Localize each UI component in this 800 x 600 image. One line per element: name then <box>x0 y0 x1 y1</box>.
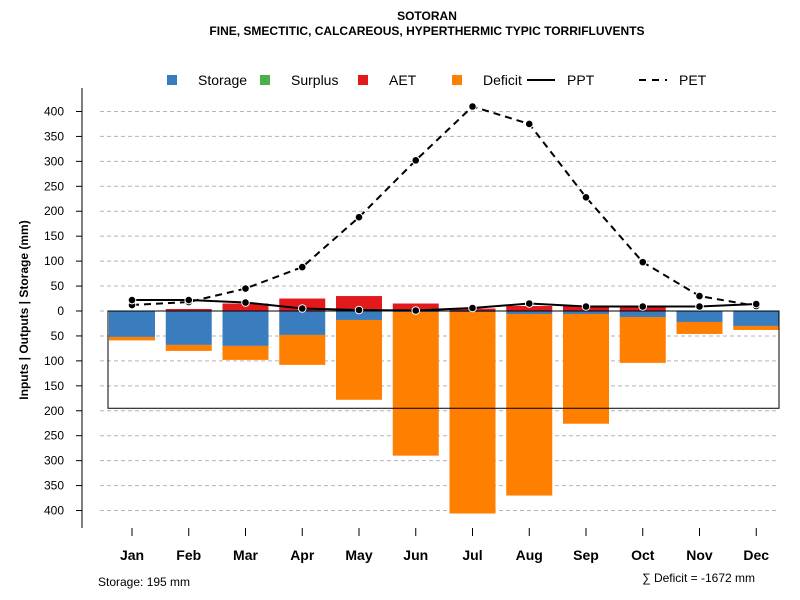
x-tick-label: Dec <box>743 547 769 563</box>
deficit-bar <box>676 321 723 334</box>
storage-bar <box>563 311 609 314</box>
pet-point <box>241 284 250 293</box>
y-tick-label: 50 <box>51 279 65 293</box>
ppt-point <box>468 303 477 313</box>
ppt-point <box>354 305 364 315</box>
y-tick-label: 0 <box>57 304 64 318</box>
deficit-bar <box>109 336 155 341</box>
ppt-point <box>751 299 761 309</box>
ppt-point <box>524 299 534 308</box>
legend-label: Deficit <box>483 72 522 88</box>
storage-bar <box>279 311 326 335</box>
legend-swatch <box>167 75 177 85</box>
x-tick-label: Feb <box>176 547 201 563</box>
ppt-point <box>184 295 194 305</box>
pet-point <box>524 119 534 129</box>
deficit-bar <box>279 334 326 365</box>
storage-capacity-box <box>107 310 780 409</box>
y-tick-label: 150 <box>44 379 64 393</box>
deficit-bar <box>619 316 666 363</box>
y-tick-label: 100 <box>44 354 64 368</box>
legend-swatch <box>452 75 462 85</box>
chart-subtitle: FINE, SMECTITIC, CALCAREOUS, HYPERTHERMI… <box>209 24 644 38</box>
x-tick-label: May <box>345 547 372 563</box>
deficit-note: ∑ Deficit = -1672 mm <box>642 571 755 585</box>
pet-point <box>354 212 364 222</box>
y-tick-label: 200 <box>44 404 64 418</box>
deficit-bar <box>336 319 382 400</box>
deficit-bar <box>506 313 553 496</box>
y-axis-label: Inputs | Outputs | Storage (mm) <box>17 220 31 399</box>
axes: 400 350 300 250 200 150 100 50 0 50 100 150 200 250 30… <box>44 88 769 563</box>
aet-bar <box>165 309 212 311</box>
pet-point <box>297 262 307 272</box>
x-tick-label: Nov <box>686 547 713 563</box>
legend: Storage Surplus AET Deficit PPT PET <box>167 72 707 88</box>
deficit-bar <box>392 311 439 456</box>
deficit-bar <box>165 344 212 351</box>
pet-point <box>581 192 591 202</box>
legend-label: PPT <box>567 72 595 88</box>
storage-bar <box>676 311 723 322</box>
deficit-bar <box>222 345 269 360</box>
deficit-bar <box>563 313 609 424</box>
pet-point <box>638 257 648 267</box>
x-tick-label: Apr <box>290 547 315 563</box>
y-tick-label: 300 <box>44 154 64 168</box>
y-tick-label: 100 <box>44 254 64 268</box>
y-tick-label: 400 <box>44 104 64 118</box>
ppt-line <box>132 299 757 312</box>
x-tick-label: Oct <box>631 547 655 563</box>
deficit-bar <box>449 311 496 514</box>
lines <box>127 102 761 315</box>
legend-swatch <box>358 75 368 85</box>
pet-point <box>411 156 421 165</box>
ppt-point <box>638 302 648 311</box>
y-tick-label: 250 <box>44 179 64 193</box>
x-tick-label: Mar <box>233 547 258 563</box>
storage-bar <box>336 311 382 320</box>
y-tick-label: 300 <box>44 454 64 468</box>
aet-bar <box>222 303 269 311</box>
legend-label: PET <box>679 72 707 88</box>
pet-point <box>695 291 704 301</box>
chart-title: SOTORAN <box>397 9 457 23</box>
storage-bar <box>506 311 553 314</box>
legend-swatch <box>260 75 270 85</box>
pet-point <box>468 102 477 111</box>
x-tick-label: Aug <box>516 547 543 563</box>
grid-lines <box>100 110 778 512</box>
x-tick-label: Jul <box>462 547 482 563</box>
storage-bar <box>733 311 780 326</box>
y-tick-label: 350 <box>44 129 64 143</box>
bars <box>109 296 780 514</box>
ppt-point <box>127 295 137 305</box>
storage-bar <box>109 311 155 337</box>
ppt-point <box>241 298 250 307</box>
y-tick-label: 400 <box>44 504 64 518</box>
legend-label: Storage <box>198 72 247 88</box>
legend-label: AET <box>389 72 417 88</box>
y-tick-label: 200 <box>44 204 64 218</box>
ppt-point <box>581 302 591 311</box>
y-tick-label: 250 <box>44 429 64 443</box>
x-tick-label: Sep <box>573 547 599 563</box>
aet-bar <box>336 296 382 311</box>
y-tick-label: 350 <box>44 479 64 493</box>
y-tick-label: 50 <box>51 329 65 343</box>
ppt-point <box>411 306 421 315</box>
x-tick-label: Jun <box>403 547 428 563</box>
aet-bar <box>506 306 553 311</box>
ppt-point <box>695 302 704 311</box>
legend-label: Surplus <box>291 72 338 88</box>
storage-bar <box>165 311 212 345</box>
ppt-point <box>297 304 307 313</box>
storage-bar <box>619 311 666 317</box>
storage-note: Storage: 195 mm <box>98 575 190 589</box>
y-tick-label: 150 <box>44 229 64 243</box>
storage-bar <box>222 311 269 346</box>
deficit-bar <box>733 325 780 330</box>
x-tick-label: Jan <box>120 547 144 563</box>
